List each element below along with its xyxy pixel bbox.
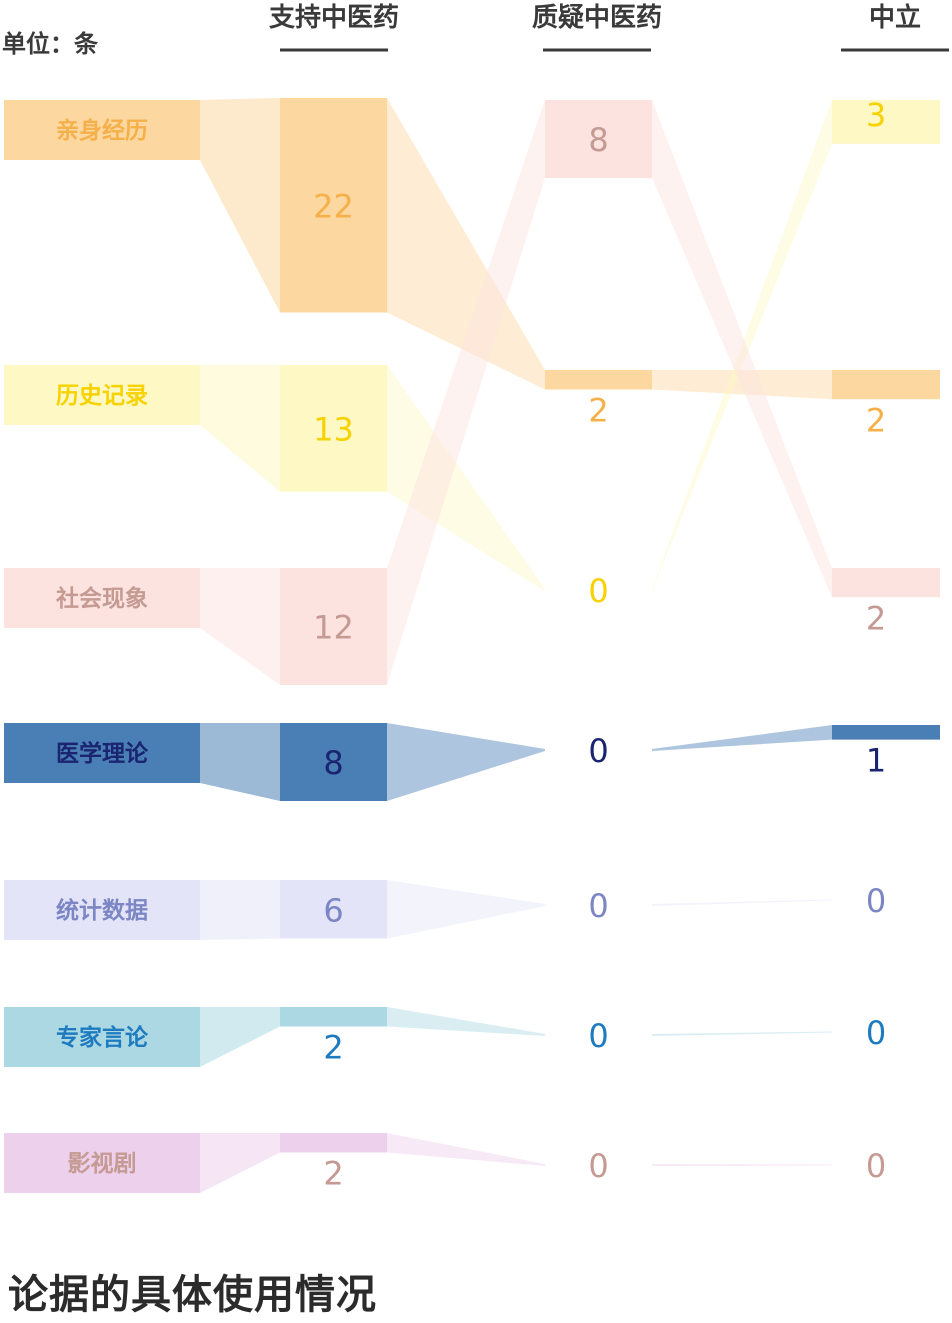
link-support-to-doubt: [387, 365, 545, 591]
bar-support: [280, 880, 387, 939]
bar-support: [280, 723, 387, 801]
row-label: 统计数据: [56, 897, 148, 924]
value-neutral: 0: [866, 1014, 886, 1052]
value-neutral: 3: [866, 96, 886, 134]
link-doubt-to-neutral: [652, 100, 832, 598]
value-doubt: 0: [588, 732, 608, 770]
row-label-box: [4, 723, 200, 783]
row-label-box: [4, 365, 200, 425]
link-support-to-doubt: [387, 1007, 545, 1036]
value-doubt: 2: [588, 392, 608, 430]
row-label-box: [4, 568, 200, 628]
row-label: 亲身经历: [56, 117, 148, 144]
bar-doubt: [545, 100, 652, 178]
bar-doubt: [545, 370, 652, 390]
link-support-to-doubt: [387, 723, 545, 801]
value-support: 6: [323, 891, 343, 929]
value-neutral: 2: [866, 599, 886, 637]
value-doubt: 8: [588, 121, 608, 159]
value-neutral: 0: [866, 1147, 886, 1185]
bar-support: [280, 568, 387, 685]
link-support-to-doubt: [387, 100, 545, 685]
row-label-box: [4, 100, 200, 160]
link-doubt-to-neutral: [652, 725, 832, 751]
value-doubt: 0: [588, 1147, 608, 1185]
value-doubt: 0: [588, 572, 608, 610]
link-support-to-doubt: [387, 880, 545, 939]
bars-layer: [4, 98, 940, 1193]
link-doubt-to-neutral: [652, 899, 832, 906]
row-label-box: [4, 1133, 200, 1193]
value-support: 2: [323, 1155, 343, 1193]
bar-support: [280, 1007, 387, 1027]
value-doubt: 0: [588, 887, 608, 925]
value-support: 13: [313, 410, 354, 448]
value-neutral: 0: [866, 882, 886, 920]
link-support-to-doubt: [387, 1133, 545, 1166]
row-label: 社会现象: [56, 585, 148, 612]
column-header: 支持中医药: [269, 3, 399, 33]
link-support-to-doubt: [387, 98, 545, 390]
row-label: 医学理论: [56, 740, 149, 767]
value-support: 2: [323, 1029, 343, 1067]
value-doubt: 0: [588, 1017, 608, 1055]
link-label-to-support: [200, 365, 280, 492]
value-neutral: 1: [866, 742, 886, 780]
row-label: 历史记录: [56, 383, 148, 409]
link-doubt-to-neutral: [652, 1164, 832, 1166]
value-support: 22: [313, 187, 354, 225]
link-label-to-support: [200, 568, 280, 685]
link-doubt-to-neutral: [652, 1031, 832, 1036]
bar-support: [280, 365, 387, 492]
bar-neutral: [832, 370, 940, 400]
chart-title: 论据的具体使用情况: [8, 1272, 377, 1318]
link-doubt-to-neutral: [652, 100, 832, 591]
column-header: 质疑中医药: [532, 3, 662, 33]
bar-neutral: [832, 725, 940, 740]
row-label: 影视剧: [68, 1150, 137, 1177]
value-support: 12: [313, 609, 354, 647]
bar-support: [280, 1133, 387, 1153]
row-label-box: [4, 1007, 200, 1067]
links-layer: [200, 98, 832, 1193]
value-support: 8: [323, 744, 343, 782]
row-label: 专家言论: [56, 1024, 149, 1051]
link-label-to-support: [200, 98, 280, 313]
bar-support: [280, 98, 387, 313]
link-label-to-support: [200, 1133, 280, 1193]
unit-label: 单位：条: [2, 30, 98, 58]
row-label-box: [4, 880, 200, 940]
link-label-to-support: [200, 880, 280, 940]
bar-neutral: [832, 568, 940, 598]
link-label-to-support: [200, 1007, 280, 1067]
link-doubt-to-neutral: [652, 370, 832, 400]
column-header: 中立: [869, 2, 921, 33]
link-label-to-support: [200, 723, 280, 801]
value-neutral: 2: [866, 401, 886, 439]
bar-neutral: [832, 100, 940, 144]
